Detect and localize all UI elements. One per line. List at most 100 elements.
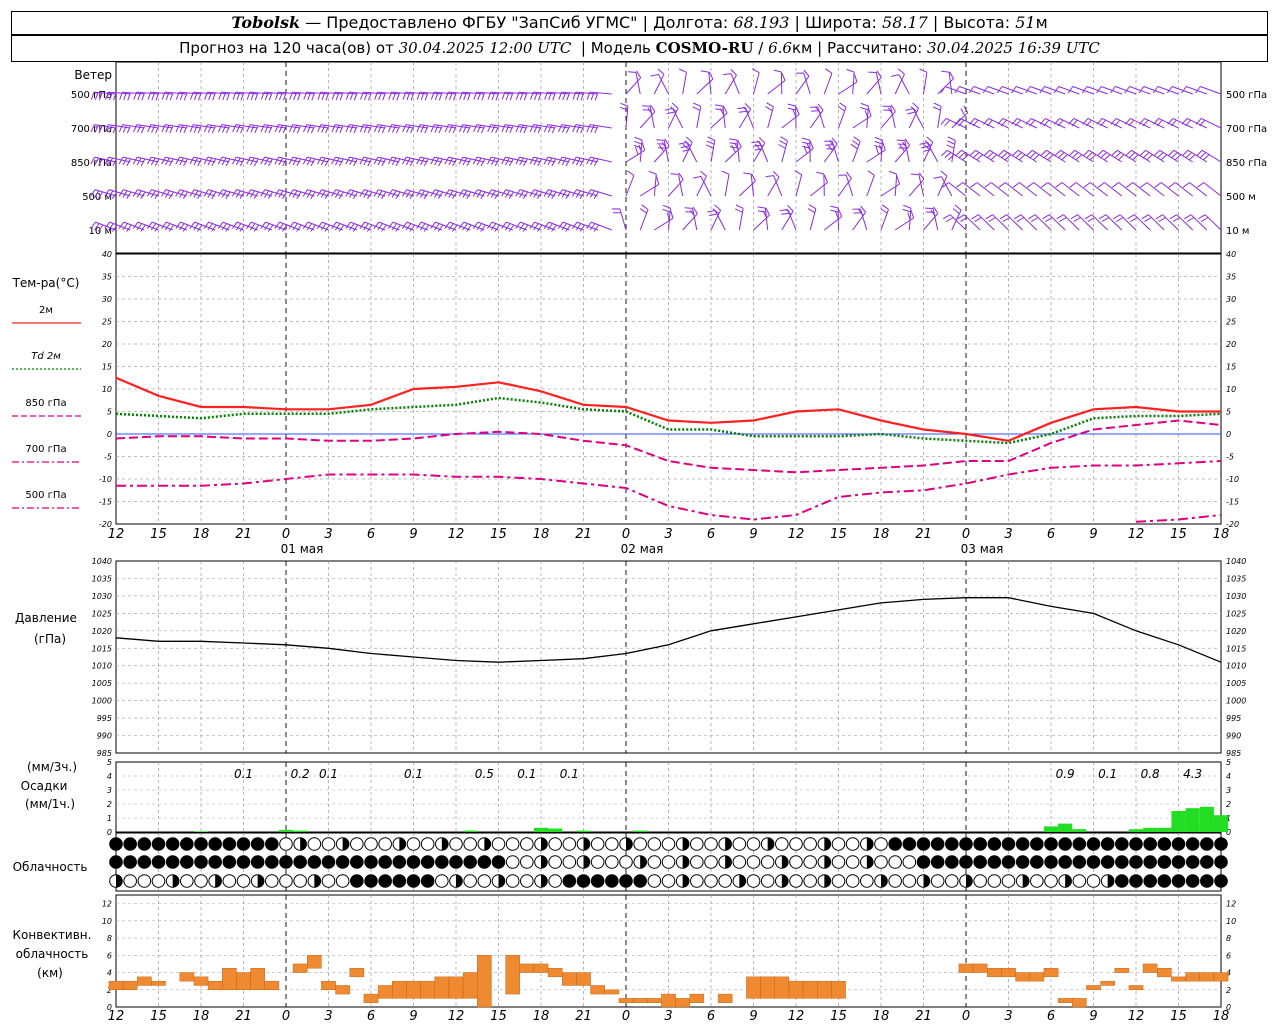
wind-barb — [203, 156, 230, 167]
wind-barb — [894, 138, 911, 163]
wind-barb — [571, 189, 598, 199]
wind-barb — [639, 176, 660, 197]
cloud-symbol — [916, 855, 931, 869]
wind-barb — [232, 91, 258, 101]
wind-barb — [189, 156, 216, 167]
wind-barb — [1138, 86, 1165, 95]
x-tick-label: 9 — [409, 527, 417, 542]
wind-barb — [204, 91, 230, 101]
precip-ytick-right: 4 — [1226, 772, 1231, 781]
cloud-symbol — [109, 837, 123, 851]
cloud-symbol — [1058, 837, 1072, 851]
wind-barb — [146, 189, 173, 199]
wind-barb — [218, 91, 244, 101]
precip-ytick-left: 3 — [107, 786, 112, 795]
x-tick-label: 15 — [830, 527, 847, 542]
wind-barb — [387, 156, 414, 167]
wind-barb — [823, 68, 833, 95]
cloud-symbol — [250, 837, 265, 851]
cloud-symbol — [1143, 855, 1157, 869]
wind-barb — [1125, 149, 1151, 163]
cloud-symbol — [1171, 855, 1186, 869]
cloud-symbol — [123, 855, 137, 869]
cloud-symbol — [718, 874, 732, 888]
conv-bar — [817, 980, 832, 999]
wind-barb — [472, 221, 499, 232]
cloud-symbol — [194, 837, 208, 851]
wind-barb — [734, 204, 744, 231]
wind-barb — [401, 189, 428, 199]
cloud-symbol — [590, 837, 605, 851]
cloud-symbol — [406, 855, 421, 869]
wind-barb — [668, 172, 684, 197]
cloud-symbol — [576, 874, 591, 888]
cloud-symbol-half — [682, 855, 689, 869]
x-tick-label: 9 — [749, 1009, 757, 1024]
conv-bar — [533, 963, 549, 973]
conv-bar — [972, 963, 988, 973]
wind-barb — [996, 86, 1023, 95]
temp-ytick-right: 25 — [1226, 318, 1236, 327]
press-ytick-right: 1030 — [1226, 592, 1246, 601]
x-tick-label: 0 — [622, 1009, 630, 1024]
wind-barb — [190, 91, 216, 101]
wind-barb — [919, 68, 928, 95]
wind-barb — [104, 221, 131, 232]
cloud-symbol — [789, 855, 803, 869]
wind-barb — [543, 221, 570, 232]
cloud-cover-symbols — [109, 837, 1228, 888]
conv-bar — [151, 980, 166, 986]
wind-barb — [416, 156, 442, 167]
precip-bar — [1157, 827, 1172, 832]
wind-barb — [1098, 214, 1123, 231]
precip-bar — [1185, 808, 1200, 832]
wind-barb — [132, 156, 159, 167]
wind-barb — [1028, 214, 1052, 231]
wind-barb — [445, 91, 471, 101]
wind-barb — [359, 189, 386, 199]
cloud-symbol — [1030, 874, 1044, 888]
conv-bar — [774, 976, 790, 999]
wind-barb — [714, 104, 726, 129]
x-tick-label: 0 — [622, 527, 630, 542]
conv-ytick-left: 4 — [107, 969, 112, 978]
temp-ytick-left: 15 — [102, 363, 112, 372]
wind-barb — [737, 107, 754, 129]
cloud-symbol — [973, 855, 987, 869]
wind-barb — [118, 124, 145, 134]
wind-barb — [430, 156, 457, 167]
wind-barb — [586, 124, 612, 134]
wind-barb — [246, 156, 272, 167]
conv-bar — [292, 963, 308, 973]
cloud-symbol — [1214, 874, 1228, 888]
temp-ytick-left: 10 — [102, 385, 112, 394]
wind-barb — [1012, 182, 1038, 197]
cloud-symbol — [959, 837, 973, 851]
wind-barb — [331, 221, 357, 232]
x-tick-label: 21 — [915, 1009, 932, 1024]
wind-barb — [416, 91, 442, 101]
conv-unit: (км) — [37, 966, 63, 980]
wind-level-label-left: 500 гПа — [71, 90, 112, 101]
header-station: Tobolsk — Предоставлено ФГБУ "ЗапСиб УГМ… — [11, 11, 1268, 35]
wind-barb — [923, 206, 939, 231]
temp-series-line — [115, 396, 1222, 445]
conv-bar — [222, 968, 237, 990]
wind-barb — [773, 69, 783, 95]
wind-barb — [487, 156, 513, 167]
wind-barb — [721, 170, 730, 197]
wind-barb — [932, 102, 942, 129]
wind-barb — [1111, 149, 1137, 163]
wind-barb — [1041, 182, 1066, 197]
precip-bar — [576, 830, 591, 832]
conv-ytick-left: 6 — [107, 951, 112, 960]
wind-level-label-left: 10 м — [89, 226, 112, 237]
cloud-symbol — [449, 837, 463, 851]
x-tick-label: 3 — [1004, 527, 1012, 542]
cloud-symbol — [690, 855, 704, 869]
precip-bar — [1128, 829, 1144, 832]
cloud-symbol-half — [399, 837, 406, 851]
cloud-symbol — [930, 855, 945, 869]
precip-total-label: 0.1 — [404, 767, 423, 781]
conv-bar — [746, 976, 761, 999]
